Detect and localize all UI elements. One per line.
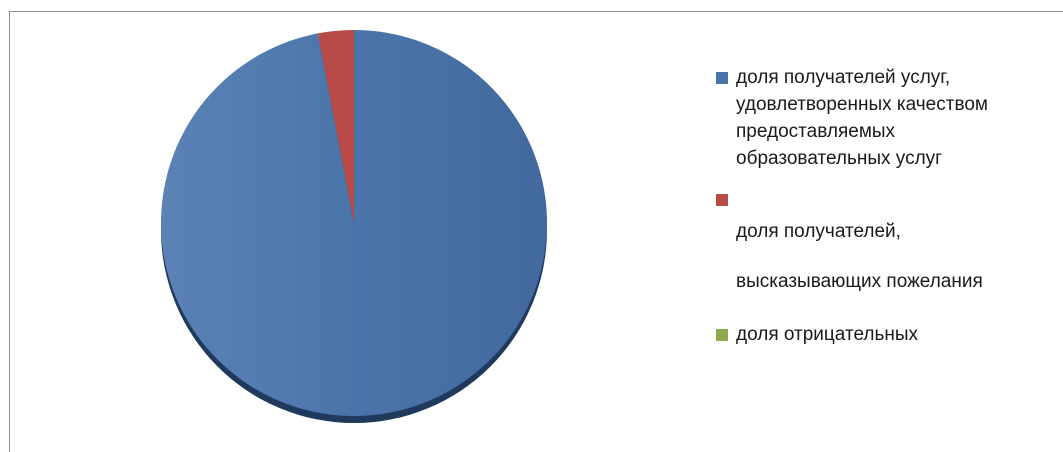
legend-label-negative: доля отрицательных	[736, 324, 919, 345]
chart-area: доля получателей услуг, удовлетворенных …	[9, 11, 1063, 452]
legend: доля получателей услуг, удовлетворенных …	[716, 64, 1063, 362]
legend-swatch-green	[716, 329, 728, 341]
legend-label-wishes: доля получателей, высказывающих пожелани…	[736, 221, 983, 292]
legend-item-negative: доля отрицательных	[716, 321, 1063, 348]
pie-chart	[161, 30, 548, 423]
legend-item-satisfied: доля получателей услуг, удовлетворенных …	[716, 64, 1063, 172]
pie-slice-1	[317, 30, 354, 223]
legend-item-wishes: доля получателей, высказывающих пожелани…	[716, 186, 1063, 307]
legend-label-satisfied: доля получателей услуг, удовлетворенных …	[736, 67, 988, 169]
pie-slices	[161, 30, 548, 423]
legend-swatch-blue	[716, 72, 728, 84]
legend-swatch-red	[716, 194, 728, 206]
